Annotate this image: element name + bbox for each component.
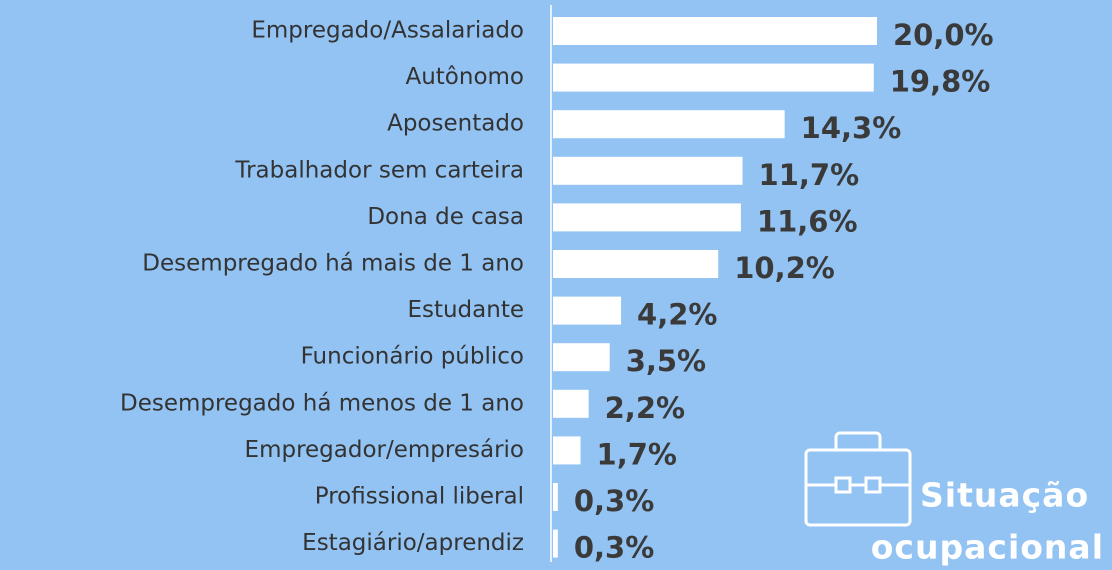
bar [553, 110, 785, 139]
category-label: Autônomo [405, 64, 524, 90]
bar [553, 296, 622, 325]
category-label: Desempregado há mais de 1 ano [142, 251, 524, 277]
value-label: 19,8% [890, 65, 991, 99]
value-label: 0,3% [574, 531, 654, 565]
bar [553, 250, 719, 278]
value-label: 0,3% [574, 484, 654, 518]
value-label: 11,7% [759, 158, 860, 192]
bar [553, 156, 743, 185]
category-label: Funcionário público [301, 344, 524, 370]
category-label: Empregador/empresário [245, 437, 524, 463]
value-label: 3,5% [626, 344, 706, 378]
category-label: Estudante [407, 297, 524, 323]
bar [553, 483, 558, 511]
category-label: Estagiário/aprendiz [302, 530, 524, 556]
bar [553, 17, 877, 45]
value-label: 11,6% [757, 204, 858, 238]
bar [553, 343, 610, 372]
category-label: Aposentado [387, 111, 524, 137]
bar [553, 529, 558, 558]
bar [553, 63, 874, 92]
briefcase-icon [804, 431, 912, 527]
category-label: Desempregado há menos de 1 ano [120, 390, 524, 416]
category-label: Empregado/Assalariado [251, 18, 524, 44]
value-label: 14,3% [801, 111, 902, 145]
category-label: Dona de casa [367, 204, 524, 230]
category-label: Profissional liberal [315, 484, 524, 510]
value-label: 2,2% [605, 391, 685, 425]
value-label: 4,2% [637, 298, 717, 332]
chart-title: Situação [920, 476, 1089, 515]
value-label: 20,0% [893, 18, 994, 52]
bar [553, 436, 581, 465]
chart-title: ocupacional [871, 528, 1104, 567]
bar [553, 389, 589, 418]
value-label: 1,7% [597, 437, 677, 471]
category-label: Trabalhador sem carteira [234, 157, 524, 183]
bar [553, 203, 741, 232]
value-label: 10,2% [734, 251, 835, 285]
